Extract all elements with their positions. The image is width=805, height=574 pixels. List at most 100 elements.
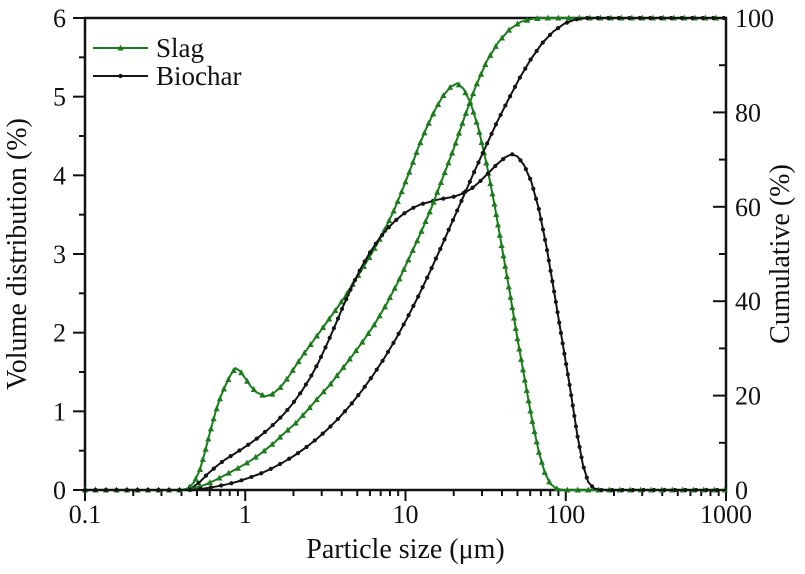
circle-marker bbox=[534, 48, 539, 54]
circle-marker bbox=[489, 131, 494, 136]
triangle-marker bbox=[386, 217, 393, 223]
circle-marker bbox=[700, 15, 705, 21]
triangle-marker bbox=[505, 283, 512, 290]
circle-marker bbox=[368, 376, 373, 381]
circle-marker bbox=[402, 211, 407, 216]
triangle-marker bbox=[446, 83, 454, 90]
circle-marker bbox=[249, 474, 254, 480]
circle-marker bbox=[552, 289, 557, 294]
triangle-marker bbox=[313, 396, 320, 403]
circle-marker bbox=[303, 382, 309, 387]
circle-marker bbox=[540, 227, 546, 232]
circle-marker bbox=[198, 486, 203, 492]
triangle-marker bbox=[206, 479, 213, 486]
slag-volume-distribution-curve-line bbox=[85, 82, 726, 491]
circle-marker bbox=[124, 487, 130, 493]
circle-marker bbox=[555, 310, 560, 315]
circle-marker bbox=[416, 294, 421, 299]
circle-marker bbox=[548, 268, 553, 273]
circle-marker bbox=[394, 217, 399, 222]
triangle-marker bbox=[426, 208, 433, 215]
y-left-tick-label: 0 bbox=[53, 476, 66, 505]
circle-marker bbox=[438, 246, 443, 252]
circle-marker bbox=[386, 225, 391, 230]
triangle-marker bbox=[452, 139, 459, 146]
triangle-marker bbox=[445, 159, 452, 166]
circle-marker bbox=[277, 461, 283, 467]
circle-marker bbox=[503, 103, 508, 108]
circle-marker bbox=[446, 227, 451, 232]
triangle-marker bbox=[414, 237, 421, 244]
triangle-marker bbox=[299, 412, 306, 418]
triangle-marker bbox=[216, 474, 223, 481]
circle-marker bbox=[575, 434, 580, 439]
circle-marker bbox=[396, 331, 401, 336]
triangle-marker bbox=[503, 273, 511, 280]
circle-marker bbox=[478, 178, 483, 184]
y-right-tick-label: 0 bbox=[735, 476, 748, 505]
triangle-marker bbox=[555, 14, 562, 21]
triangle-marker bbox=[400, 265, 408, 272]
triangle-marker bbox=[210, 415, 217, 422]
circle-marker bbox=[309, 373, 314, 378]
circle-marker bbox=[573, 424, 579, 429]
circle-marker bbox=[357, 268, 362, 273]
circle-marker bbox=[380, 358, 385, 363]
circle-marker bbox=[373, 241, 378, 246]
triangle-marker bbox=[207, 425, 215, 432]
circle-marker bbox=[669, 15, 674, 21]
circle-marker bbox=[538, 217, 544, 222]
x-tick-label: 1000 bbox=[700, 500, 752, 529]
triangle-marker bbox=[512, 324, 519, 331]
triangle-marker bbox=[482, 61, 489, 68]
circle-marker bbox=[156, 487, 161, 493]
circle-marker bbox=[683, 487, 688, 493]
triangle-marker bbox=[365, 330, 372, 337]
y-left-axis-title: Volume distribution (%) bbox=[2, 118, 33, 390]
circle-marker bbox=[166, 487, 172, 493]
y-left-tick-label: 2 bbox=[53, 319, 66, 348]
circle-marker bbox=[595, 15, 600, 21]
circle-marker bbox=[391, 340, 396, 346]
triangle-marker bbox=[199, 455, 206, 462]
circle-marker bbox=[714, 487, 720, 493]
circle-marker bbox=[259, 471, 264, 476]
circle-marker bbox=[565, 372, 570, 377]
circle-marker bbox=[203, 473, 209, 478]
triangle-marker bbox=[518, 355, 525, 362]
circle-marker bbox=[627, 15, 632, 21]
triangle-marker bbox=[402, 178, 409, 185]
triangle-marker bbox=[205, 435, 212, 442]
triangle-marker bbox=[455, 81, 462, 88]
triangle-marker bbox=[418, 227, 425, 234]
circle-marker bbox=[103, 487, 109, 493]
circle-marker bbox=[135, 487, 140, 493]
triangle-marker bbox=[230, 367, 237, 374]
triangle-marker bbox=[440, 92, 447, 98]
triangle-marker bbox=[500, 252, 507, 259]
circle-marker bbox=[349, 401, 354, 406]
triangle-marker bbox=[430, 110, 437, 117]
circle-marker bbox=[560, 341, 565, 346]
triangle-marker bbox=[261, 447, 268, 454]
triangle-marker bbox=[386, 294, 393, 301]
circle-marker bbox=[356, 393, 361, 398]
triangle-marker bbox=[276, 433, 284, 440]
circle-marker bbox=[690, 15, 695, 21]
triangle-marker bbox=[462, 89, 469, 96]
circle-marker bbox=[581, 465, 586, 470]
circle-marker bbox=[335, 416, 340, 422]
circle-marker bbox=[331, 326, 336, 331]
triangle-marker bbox=[487, 51, 494, 58]
triangle-marker bbox=[541, 468, 548, 475]
triangle-marker bbox=[394, 197, 401, 204]
circle-marker bbox=[480, 150, 485, 156]
triangle-marker bbox=[307, 341, 314, 347]
circle-marker bbox=[82, 487, 88, 493]
triangle-marker bbox=[196, 466, 204, 472]
circle-marker bbox=[533, 196, 539, 201]
triangle-marker bbox=[473, 80, 480, 87]
circle-marker bbox=[589, 484, 595, 489]
triangle-marker bbox=[396, 275, 403, 282]
